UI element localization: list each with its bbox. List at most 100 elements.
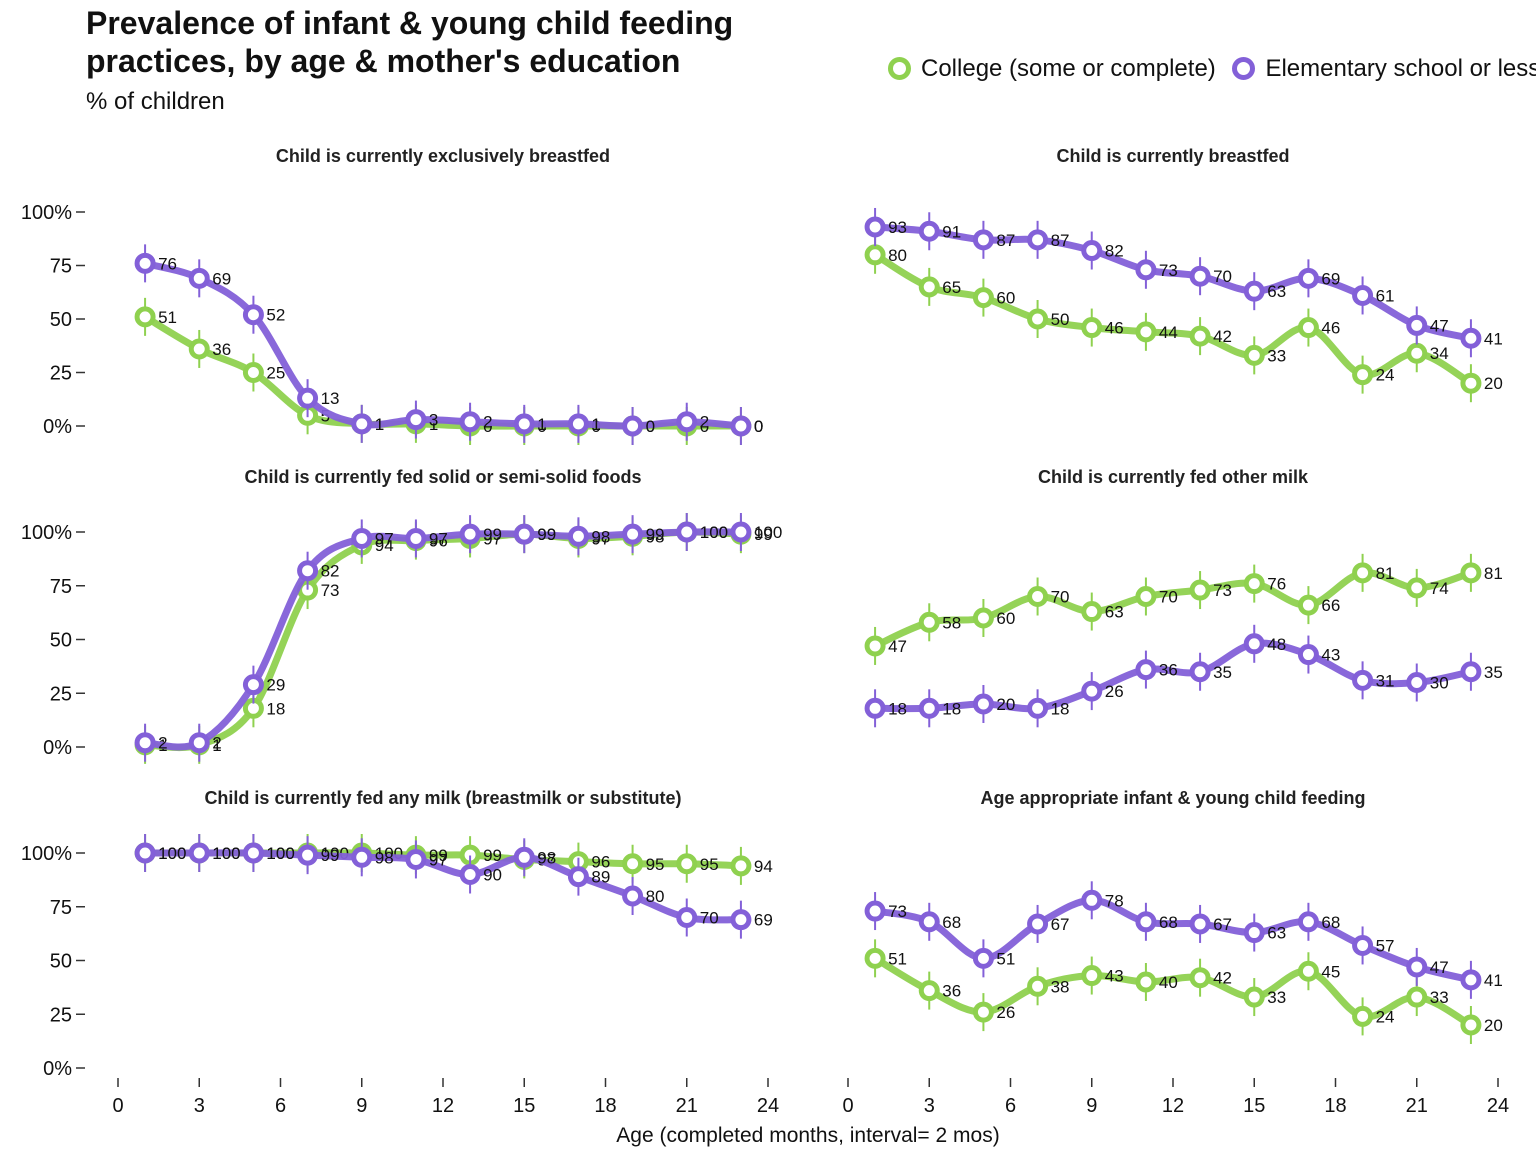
data-label: 18 xyxy=(888,699,907,718)
data-label: 38 xyxy=(1051,977,1070,996)
data-point xyxy=(1081,317,1103,339)
data-point xyxy=(1135,911,1157,933)
data-label: 20 xyxy=(1484,1016,1503,1035)
data-label: 78 xyxy=(1105,891,1124,910)
panel-title: Age appropriate infant & young child fee… xyxy=(980,788,1365,808)
data-label: 1 xyxy=(591,415,600,434)
data-label: 70 xyxy=(700,909,719,928)
data-point xyxy=(676,411,698,433)
data-point xyxy=(1135,259,1157,281)
data-label: 97 xyxy=(429,529,448,548)
x-tick-label: 9 xyxy=(356,1095,367,1117)
y-tick-label: 25 xyxy=(50,363,72,385)
x-tick-label: 21 xyxy=(676,1095,698,1117)
x-tick-label: 18 xyxy=(1324,1095,1346,1117)
data-label: 61 xyxy=(1376,286,1395,305)
data-point xyxy=(864,900,886,922)
data-point xyxy=(351,527,373,549)
data-point xyxy=(1189,661,1211,683)
x-tick-label: 3 xyxy=(194,1095,205,1117)
legend-item-elementary[interactable]: Elementary school or less xyxy=(1232,55,1536,83)
data-point xyxy=(188,267,210,289)
data-label: 33 xyxy=(1267,988,1286,1007)
data-point xyxy=(1081,601,1103,623)
data-point xyxy=(1297,317,1319,339)
data-point xyxy=(1243,280,1265,302)
data-label: 69 xyxy=(212,269,231,288)
data-label: 3 xyxy=(429,411,438,430)
data-label: 13 xyxy=(321,389,340,408)
data-point xyxy=(134,252,156,274)
data-point xyxy=(405,848,427,870)
data-point xyxy=(1243,344,1265,366)
data-point xyxy=(405,527,427,549)
y-tick-label: 100% xyxy=(21,202,72,224)
data-label: 43 xyxy=(1105,967,1124,986)
x-tick-label: 6 xyxy=(1005,1095,1016,1117)
data-label: 51 xyxy=(158,308,177,327)
data-label: 1 xyxy=(375,415,384,434)
data-point xyxy=(188,842,210,864)
data-label: 69 xyxy=(754,911,773,930)
data-point xyxy=(1081,240,1103,262)
data-label: 100 xyxy=(158,844,186,863)
data-label: 1 xyxy=(212,736,221,755)
legend-item-college[interactable]: College (some or complete) xyxy=(888,55,1216,83)
data-label: 68 xyxy=(1159,913,1178,932)
data-label: 96 xyxy=(591,853,610,872)
data-point xyxy=(1027,697,1049,719)
y-tick-label: 50 xyxy=(50,630,72,652)
data-point xyxy=(1243,922,1265,944)
data-label: 76 xyxy=(158,254,177,273)
data-label: 48 xyxy=(1267,635,1286,654)
data-point xyxy=(730,521,752,543)
data-point xyxy=(1460,327,1482,349)
data-point xyxy=(864,244,886,266)
data-label: 2 xyxy=(158,734,167,753)
data-label: 33 xyxy=(1430,988,1449,1007)
data-point xyxy=(972,1001,994,1023)
data-label: 93 xyxy=(888,218,907,237)
series-line xyxy=(141,528,745,751)
y-tick-label: 100% xyxy=(21,522,72,544)
data-point xyxy=(1189,325,1211,347)
data-point xyxy=(1189,913,1211,935)
data-label: 2 xyxy=(212,734,221,753)
data-label: 98 xyxy=(591,527,610,546)
data-point xyxy=(622,415,644,437)
data-label: 69 xyxy=(1321,269,1340,288)
x-tick-label: 15 xyxy=(513,1095,535,1117)
data-label: 50 xyxy=(1051,310,1070,329)
data-point xyxy=(730,909,752,931)
x-tick-label: 21 xyxy=(1406,1095,1428,1117)
data-point xyxy=(1297,960,1319,982)
x-tick-label: 12 xyxy=(432,1095,454,1117)
data-label: 57 xyxy=(1376,936,1395,955)
data-point xyxy=(1406,577,1428,599)
data-label: 73 xyxy=(321,581,340,600)
data-label: 46 xyxy=(1321,319,1340,338)
data-label: 100 xyxy=(700,523,728,542)
data-label: 2 xyxy=(483,413,492,432)
data-label: 98 xyxy=(537,848,556,867)
data-label: 99 xyxy=(429,846,448,865)
panel-title: Child is currently fed other milk xyxy=(1038,467,1309,487)
y-tick-label: 25 xyxy=(50,683,72,705)
data-point xyxy=(188,732,210,754)
data-point xyxy=(1081,680,1103,702)
data-point xyxy=(1027,586,1049,607)
data-point xyxy=(676,907,698,928)
data-label: 60 xyxy=(996,289,1015,308)
data-point xyxy=(1460,562,1482,584)
data-label: 47 xyxy=(1430,316,1449,335)
y-tick-label: 75 xyxy=(50,576,72,598)
legend-swatch-elementary xyxy=(1232,57,1256,80)
data-point xyxy=(1352,562,1374,584)
data-label: 47 xyxy=(888,637,907,656)
data-label: 80 xyxy=(888,246,907,265)
chart-subtitle: % of children xyxy=(86,88,225,115)
data-label: 35 xyxy=(1484,663,1503,682)
y-tick-label: 25 xyxy=(50,1004,72,1026)
series-line xyxy=(871,223,1475,342)
x-tick-label: 3 xyxy=(924,1095,935,1117)
